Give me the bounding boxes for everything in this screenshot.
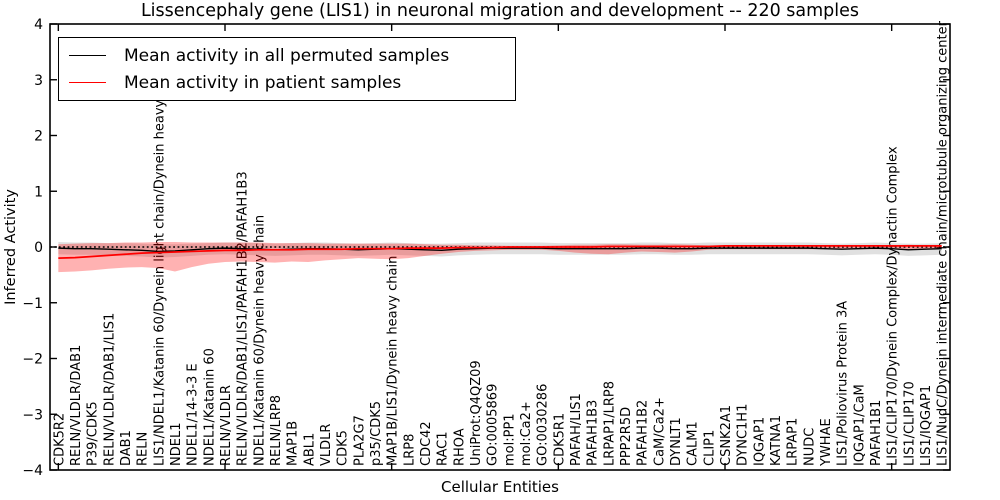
x-tick-label: NDEL1/Katanin 60/Dynein heavy chain <box>252 215 267 466</box>
x-tick-label: P39/CDK5 <box>86 401 101 466</box>
x-tick-label: PAFAH/LIS1 <box>569 393 584 466</box>
x-tick-label: p35/CDK5 <box>369 401 384 466</box>
x-tick-label: LRP8 <box>402 434 417 466</box>
x-tick-label: CDK5 <box>336 430 351 466</box>
x-tick-label: VLDLR <box>319 424 334 466</box>
x-tick-label: KATNA1 <box>769 415 784 466</box>
x-tick-label: NDEL1/14-3-3 E <box>186 363 201 466</box>
x-tick-label: LIS1/IQGAP1 <box>919 385 934 466</box>
x-tick-label: NUDC <box>802 428 817 466</box>
x-tick-label: CaM/Ca2+ <box>652 397 667 466</box>
patient-line-swatch <box>69 82 106 83</box>
x-tick-label: DAB1 <box>119 430 134 466</box>
y-tick-label: −2 <box>22 352 43 368</box>
permuted-line-swatch <box>69 55 106 56</box>
x-tick-label: UniProt:Q4QZ09 <box>469 360 484 466</box>
x-tick-label: RHOA <box>452 428 467 466</box>
x-tick-label: LRPAP1 <box>786 418 801 466</box>
y-tick-label: −4 <box>22 463 43 479</box>
x-tick-label: PAFAH1B2 <box>636 400 651 466</box>
y-tick-label: −1 <box>22 296 43 312</box>
y-tick-label: 4 <box>34 17 43 33</box>
x-tick-label: mol:Ca2+ <box>519 401 534 466</box>
x-tick-label: LIS1/CLIP170/Dynein Complex/Dynactin Com… <box>886 146 901 466</box>
x-tick-label: PPP2R5D <box>619 407 634 466</box>
legend-entry-permuted: Mean activity in all permuted samples <box>69 42 505 69</box>
legend-label-permuted: Mean activity in all permuted samples <box>124 45 450 66</box>
legend: Mean activity in all permuted samples Me… <box>58 37 516 101</box>
x-tick-label: RELN/VLDLR/DAB1/LIS1 <box>102 313 117 466</box>
y-tick-label: 2 <box>34 129 43 145</box>
x-tick-label: PAFAH1B1 <box>869 400 884 466</box>
x-tick-label: DYNLT1 <box>669 417 684 466</box>
x-tick-label: CLIP1 <box>702 430 717 466</box>
x-tick-label: MAP1B/LIS1/Dynein heavy chain <box>386 256 401 466</box>
x-tick-label: RAC1 <box>436 431 451 466</box>
x-tick-label: CSNK2A1 <box>719 405 734 466</box>
x-tick-label: LIS1/NudC/Dynein intermediate chain/micr… <box>936 20 951 466</box>
x-tick-label: MAP1B <box>286 421 301 466</box>
x-tick-label: IQGAP1 <box>752 417 767 466</box>
x-tick-label: LIS1/CLIP170 <box>902 381 917 466</box>
x-tick-label: RELN/VLDLR/DAB1 <box>69 345 84 466</box>
x-tick-label: CALM1 <box>686 421 701 466</box>
x-tick-label: GO:0030286 <box>536 384 551 466</box>
x-tick-label: GO:0005869 <box>486 384 501 466</box>
y-tick-label: 3 <box>34 73 43 89</box>
legend-label-patient: Mean activity in patient samples <box>124 72 402 93</box>
patient-mean-line <box>58 245 942 259</box>
y-tick-label: −3 <box>22 407 43 423</box>
x-tick-label: PAFAH1B3 <box>586 400 601 466</box>
x-tick-label: ABL1 <box>302 433 317 466</box>
x-tick-label: LIS1/NDEL1/Katanin 60/Dynein light chain… <box>152 60 167 466</box>
x-tick-label: YWHAE <box>819 418 834 467</box>
x-tick-label: RELN/VLDLR/DAB1/LIS1/PAFAH1B2/PAFAH1B3 <box>236 171 251 466</box>
x-tick-label: LRPAP1/LRP8 <box>602 381 617 466</box>
x-tick-label: LIS1/Poliovirus Protein 3A <box>836 301 851 466</box>
x-tick-label: NDEL1/Katanin 60 <box>202 348 217 466</box>
y-axis-title: Inferred Activity <box>3 189 19 305</box>
x-tick-label: NDEL1 <box>169 423 184 466</box>
x-tick-label: RELN/VLDLR <box>219 385 234 466</box>
x-tick-label: IQGAP1/CaM <box>852 384 867 466</box>
x-tick-label: RELN <box>136 432 151 466</box>
y-tick-label: 1 <box>34 184 43 200</box>
x-tick-label: RELN/LRP8 <box>269 395 284 466</box>
x-tick-label: DYNC1H1 <box>736 404 751 466</box>
x-tick-label: CDK5R1 <box>552 413 567 466</box>
chart-title: Lissencephaly gene (LIS1) in neuronal mi… <box>140 1 860 21</box>
x-axis-title: Cellular Entities <box>441 478 559 496</box>
x-tick-label: PLA2G7 <box>352 415 367 466</box>
x-tick-label: CDC42 <box>419 421 434 466</box>
x-tick-label: mol:PP1 <box>502 413 517 466</box>
legend-entry-patient: Mean activity in patient samples <box>69 69 505 96</box>
y-tick-label: 0 <box>34 240 43 256</box>
x-tick-label: CDK5R2 <box>52 413 67 466</box>
